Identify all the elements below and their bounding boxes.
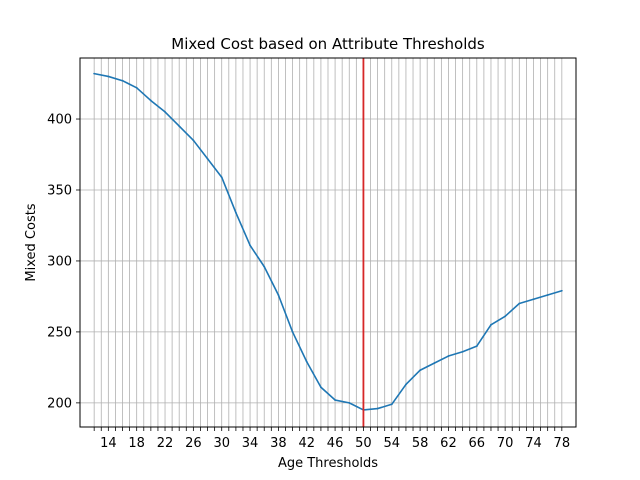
data-point [376, 407, 379, 410]
x-axis-label: Age Thresholds [278, 456, 378, 471]
data-point [447, 355, 450, 357]
data-point [277, 294, 280, 296]
chart-title: Mixed Cost based on Attribute Thresholds [171, 35, 485, 53]
data-point [249, 244, 251, 247]
x-tick-label: 22 [157, 436, 174, 451]
x-tick-label: 14 [100, 436, 117, 451]
x-tick-label: 30 [213, 436, 230, 451]
data-point [475, 345, 478, 348]
data-point [390, 403, 393, 406]
data-point [504, 315, 507, 318]
data-point [234, 211, 237, 214]
x-tick-label: 18 [128, 436, 145, 451]
x-tick-label: 66 [469, 436, 486, 451]
data-point [206, 157, 209, 160]
data-point [433, 362, 436, 365]
y-axis-label: Mixed Costs [24, 203, 39, 281]
y-tick-label: 300 [47, 254, 72, 269]
data-point [263, 265, 266, 268]
data-point [220, 176, 223, 179]
data-point [107, 75, 110, 78]
data-point [490, 323, 492, 326]
x-tick-label: 26 [185, 436, 202, 451]
data-point [461, 350, 464, 353]
x-tick-label: 70 [497, 436, 514, 451]
data-point [192, 139, 195, 142]
series-line [94, 72, 563, 411]
data-point [405, 383, 407, 386]
x-tick-label: 62 [440, 436, 457, 451]
x-tick-label: 50 [355, 436, 372, 451]
data-point [419, 369, 422, 372]
data-point [334, 399, 336, 401]
data-point [178, 125, 181, 128]
data-point [348, 401, 351, 404]
x-tick-label: 58 [412, 436, 429, 451]
data-point [164, 111, 166, 113]
y-tick-label: 250 [47, 325, 72, 340]
data-point [546, 294, 549, 296]
y-axis-ticks: 200 250 300 350 400 [47, 113, 80, 411]
data-point [560, 289, 563, 292]
data-point [532, 298, 535, 301]
data-point [518, 302, 521, 305]
x-tick-label: 78 [554, 436, 571, 451]
x-tick-label: 46 [327, 436, 344, 451]
data-point [291, 331, 294, 333]
x-tick-label: 42 [298, 436, 315, 451]
x-tick-label: 38 [270, 436, 287, 451]
x-axis-ticks: 14 18 22 26 30 34 38 42 46 50 54 58 62 66 70 74 78 [93, 427, 571, 451]
data-point [93, 72, 96, 75]
x-tick-label: 54 [383, 436, 400, 451]
data-point [305, 360, 308, 363]
x-tick-label: 74 [525, 436, 542, 451]
series-layer [93, 72, 563, 411]
x-tick-label: 34 [242, 436, 259, 451]
y-tick-label: 400 [47, 113, 72, 128]
data-point [121, 79, 124, 82]
data-point [320, 386, 322, 389]
y-tick-label: 200 [47, 396, 72, 411]
data-point [135, 86, 138, 89]
data-point [149, 99, 152, 102]
y-tick-label: 350 [47, 183, 72, 198]
